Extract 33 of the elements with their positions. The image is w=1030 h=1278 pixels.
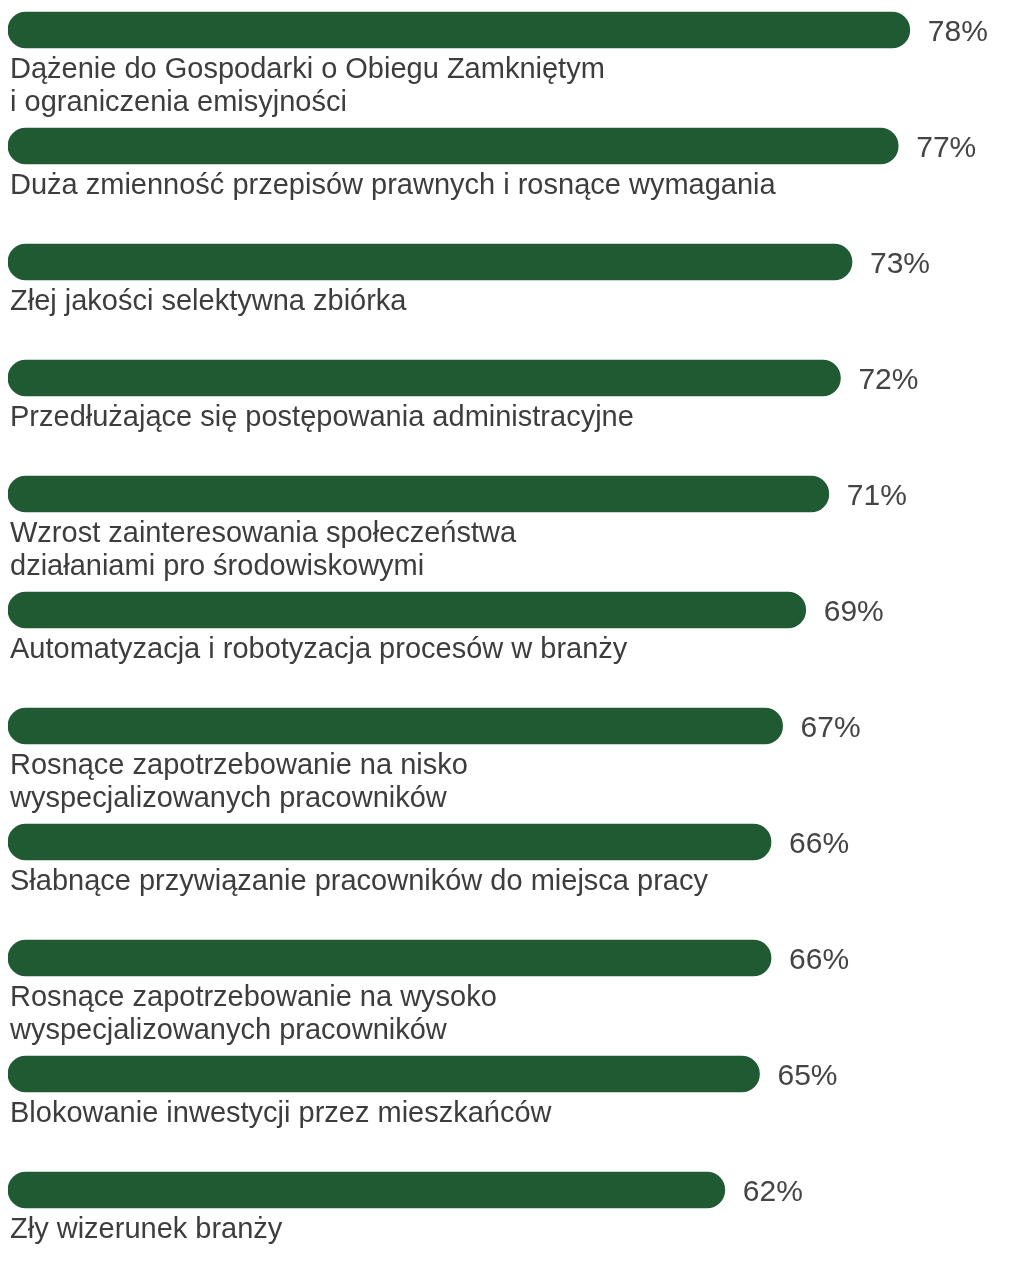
data-label: 72% bbox=[858, 362, 919, 396]
data-label: 65% bbox=[777, 1058, 838, 1092]
bar bbox=[8, 243, 853, 281]
bar bbox=[8, 1171, 726, 1209]
y-tick-label: Słabnące przywiązanie pracowników do miejsca pracy bbox=[10, 864, 709, 896]
bar bbox=[8, 127, 899, 165]
data-label: 62% bbox=[742, 1174, 803, 1208]
data-label: 67% bbox=[800, 710, 861, 744]
y-tick-label: Przedłużające się postępowania administracyjne bbox=[10, 400, 634, 432]
bar bbox=[8, 591, 807, 629]
data-label: 77% bbox=[916, 130, 977, 164]
data-label: 73% bbox=[869, 246, 931, 280]
bar bbox=[8, 11, 911, 49]
data-label: 66% bbox=[789, 942, 850, 976]
y-tick-label: Dążenie do Gospodarki o Obiegu Zamkniętym i ograniczenia emisyjności bbox=[10, 52, 605, 117]
y-tick-label: Blokowanie inwestycji przez mieszkańców bbox=[10, 1096, 553, 1128]
y-tick-label: Rosnące zapotrzebowanie na wysoko wyspecjalizowanych pracowników bbox=[9, 980, 497, 1045]
bar bbox=[8, 475, 830, 513]
bar bbox=[8, 1055, 760, 1093]
y-tick-label: Automatyzacja i robotyzacja procesów w branży bbox=[10, 632, 628, 664]
y-tick-label: Wzrost zainteresowania społeczeństwa działaniami pro środowiskowymi bbox=[10, 516, 517, 581]
y-tick-label: Rosnące zapotrzebowanie na nisko wyspecjalizowanych pracowników bbox=[9, 748, 468, 813]
bar bbox=[8, 823, 772, 861]
y-tick-label: Złej jakości selektywna zbiórka bbox=[10, 284, 408, 316]
y-tick-label: Duża zmienność przepisów prawnych i rosnące wymagania bbox=[10, 168, 777, 200]
data-label: 69% bbox=[823, 594, 884, 628]
data-label: 78% bbox=[927, 14, 988, 48]
bar bbox=[8, 359, 841, 397]
bar bbox=[8, 939, 772, 977]
data-label: 71% bbox=[846, 478, 907, 512]
bar bbox=[8, 707, 783, 745]
y-tick-label: Zły wizerunek branży bbox=[10, 1212, 283, 1244]
data-label: 66% bbox=[789, 826, 850, 860]
